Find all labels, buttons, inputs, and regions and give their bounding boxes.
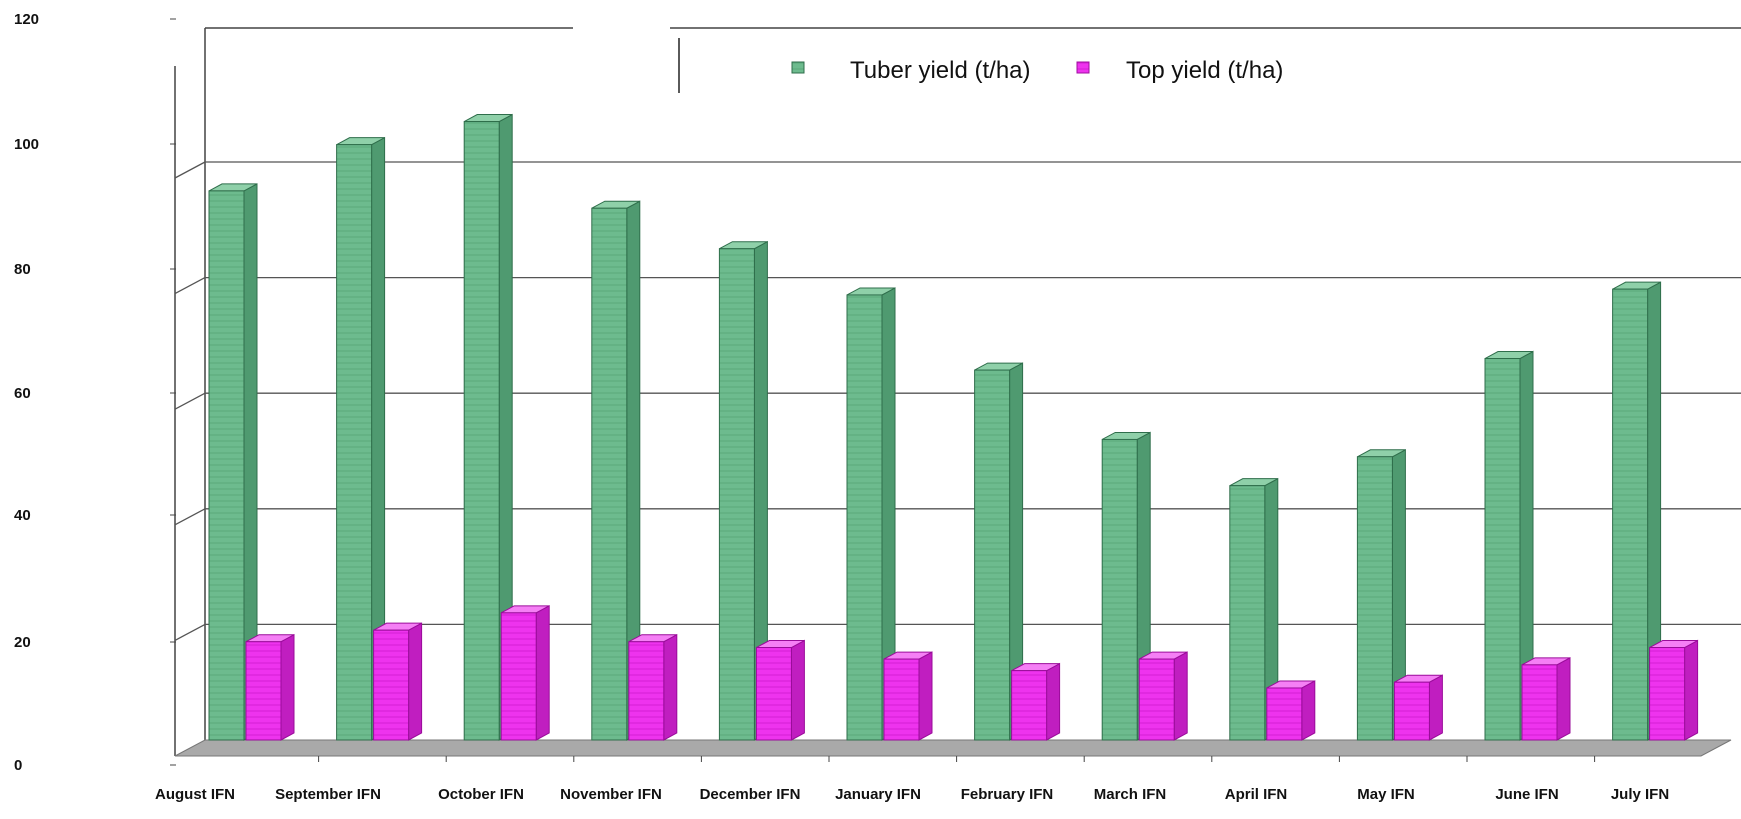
x-tick-label: June IFN [1495, 786, 1558, 803]
x-tick-label: February IFN [961, 786, 1054, 803]
bars-group [208, 113, 1699, 741]
bar-side [1556, 657, 1571, 741]
bar-front [336, 144, 373, 741]
bar-top-yield [1521, 657, 1571, 741]
legend-swatch-tuber [791, 61, 805, 74]
gridline-side [174, 392, 206, 410]
bar-front [1138, 658, 1175, 741]
bar-front [591, 207, 628, 741]
bar-front [500, 612, 537, 741]
y-axis-ticks: 0 20 40 60 80 100 120 [14, 11, 176, 774]
x-axis-ticks: August IFN September IFN October IFN Novemb… [155, 756, 1669, 803]
bar-front [1612, 288, 1649, 741]
bar-front [1484, 358, 1521, 741]
gridline-side [174, 277, 206, 295]
legend-label-tuber: Tuber yield (t/ha) [850, 57, 1031, 84]
y-tick-label: 100 [14, 136, 39, 153]
bar-top-yield [755, 639, 805, 741]
bar-front [718, 248, 755, 741]
bar-front [1356, 456, 1393, 741]
bar-top-yield [1393, 674, 1443, 741]
gridline-side [174, 508, 206, 526]
bar-front [846, 294, 883, 741]
y-tick-label: 40 [14, 507, 31, 524]
legend-label-top: Top yield (t/ha) [1126, 57, 1283, 84]
bar-tuber-yield [1356, 448, 1406, 741]
floor-plane [174, 739, 1732, 757]
bar-tuber-yield [846, 287, 896, 741]
bar-top-yield [1138, 651, 1188, 741]
x-tick-label: January IFN [835, 786, 921, 803]
gridline-side [174, 623, 206, 641]
bar-side [918, 651, 933, 741]
bar-top-yield [1266, 680, 1316, 741]
bar-tuber-yield [463, 113, 513, 741]
bar-side [1046, 662, 1061, 741]
y-tick-label: 120 [14, 11, 39, 28]
bar-tuber-yield [974, 362, 1024, 741]
legend-background [573, 27, 669, 107]
y-tick-label: 0 [14, 757, 22, 774]
legend: Tuber yield (t/ha) Top yield (t/ha) [573, 27, 1283, 107]
bar-top-yield [500, 605, 550, 741]
bar-front [245, 641, 282, 741]
x-tick-label: September IFN [275, 786, 381, 803]
bar-front [1649, 647, 1686, 741]
bar-tuber-yield [1484, 350, 1534, 741]
bar-side [1173, 651, 1188, 741]
bar-front [373, 629, 410, 741]
bar-front [755, 647, 792, 741]
x-tick-label: April IFN [1225, 786, 1288, 803]
bar-side [1684, 639, 1699, 741]
bar-top-yield [883, 651, 933, 741]
y-tick-label: 60 [14, 385, 31, 402]
bar-side [790, 639, 805, 741]
legend-swatch-top [1076, 61, 1090, 74]
x-tick-label: March IFN [1094, 786, 1167, 803]
bar-top-yield [373, 622, 423, 741]
bar-tuber-yield [1229, 477, 1279, 741]
plot-frame [174, 27, 1741, 756]
x-tick-label: November IFN [560, 786, 662, 803]
gridline-side [174, 161, 206, 179]
bar-side [535, 605, 550, 741]
x-tick-label: October IFN [438, 786, 524, 803]
bar-side [280, 633, 295, 741]
bar-front [1266, 687, 1303, 741]
bar-tuber-yield [208, 183, 258, 741]
bar-top-yield [628, 633, 678, 741]
x-tick-label: December IFN [700, 786, 801, 803]
bar-front [883, 658, 920, 741]
bar-tuber-yield [591, 200, 641, 741]
bar-tuber-yield [718, 240, 768, 741]
bar-top-yield [245, 633, 295, 741]
bar-side [1301, 680, 1316, 741]
chart-floor [174, 739, 1732, 757]
bar-front [1393, 681, 1430, 741]
x-tick-label: May IFN [1357, 786, 1415, 803]
bar-front [208, 190, 245, 741]
x-tick-label: August IFN [155, 786, 235, 803]
bar-front [1521, 664, 1558, 741]
bar-front [1101, 438, 1138, 741]
y-tick-label: 20 [14, 634, 31, 651]
bar-top-yield [1649, 639, 1699, 741]
bar-side [408, 622, 423, 741]
bar-tuber-yield [1612, 281, 1662, 741]
bar-front [628, 641, 665, 741]
bar-tuber-yield [336, 136, 386, 741]
bar-front [463, 121, 500, 741]
bar-front [1011, 670, 1048, 741]
bar-top-yield [1011, 662, 1061, 741]
x-tick-label: July IFN [1611, 786, 1669, 803]
y-tick-label: 80 [14, 261, 31, 278]
bar-side [663, 633, 678, 741]
bar-front [1229, 485, 1266, 741]
bar-front [974, 369, 1011, 741]
bar-side [1428, 674, 1443, 741]
